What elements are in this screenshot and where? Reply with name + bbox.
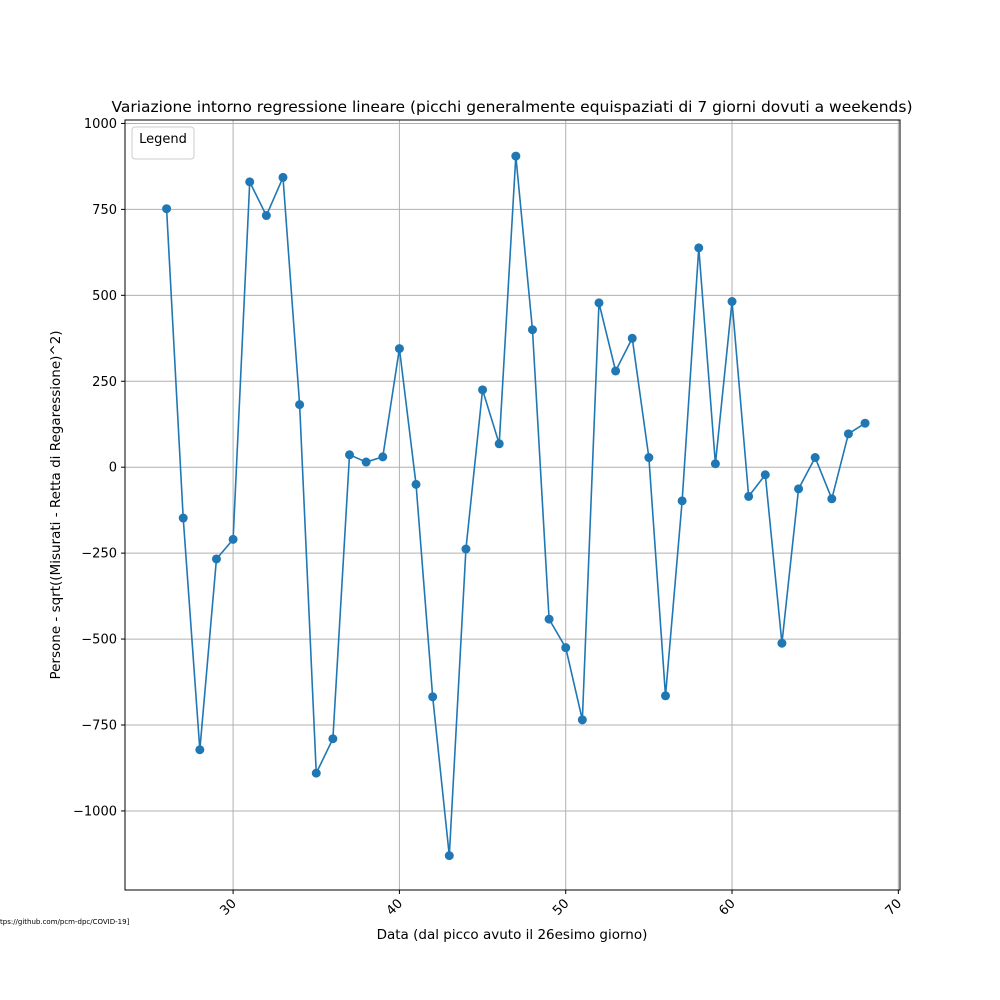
- series-line: [165, 155, 866, 857]
- data-point: [394, 344, 404, 354]
- x-tick-label: 40: [384, 896, 406, 918]
- x-tick-label: 60: [716, 896, 738, 918]
- data-point: [810, 453, 820, 463]
- data-point: [777, 638, 787, 648]
- y-axis-label: Persone - sqrt((Misurati - Retta di Rega…: [48, 330, 64, 679]
- plot-area-frame: [124, 119, 901, 891]
- data-point: [195, 745, 205, 755]
- data-point: [378, 452, 388, 462]
- x-axis-label: Data (dal picco avuto il 26esimo giorno): [377, 927, 648, 943]
- data-point: [627, 333, 637, 343]
- data-point: [478, 385, 488, 395]
- data-point: [461, 544, 471, 554]
- y-tick-label: 0: [109, 461, 117, 476]
- data-point: [577, 715, 587, 725]
- grid: [125, 120, 900, 890]
- y-tick-label: 250: [92, 375, 117, 390]
- y-tick-label: −1000: [73, 804, 117, 819]
- data-point: [245, 177, 255, 187]
- data-point: [428, 692, 438, 702]
- axes: 30 40 50 60 70 1000 750 500 250 0 −250 −500 −750 −100…: [73, 117, 905, 919]
- y-tick-label: 750: [92, 203, 117, 218]
- series-layer: [162, 151, 870, 861]
- data-point: [561, 643, 571, 653]
- data-point: [860, 418, 870, 428]
- data-point: [594, 298, 604, 308]
- data-point: [694, 243, 704, 253]
- data-point: [278, 172, 288, 182]
- data-point: [494, 439, 504, 449]
- data-point: [544, 614, 554, 624]
- data-point: [328, 734, 338, 744]
- data-point: [511, 151, 521, 161]
- data-point: [661, 691, 670, 701]
- data-point: [228, 534, 238, 544]
- data-point: [760, 470, 770, 480]
- y-tick-label: 500: [92, 289, 117, 304]
- data-point: [411, 479, 421, 489]
- y-tick-label: 1000: [84, 117, 117, 132]
- data-point: [744, 491, 754, 501]
- data-point: [361, 457, 371, 467]
- y-tick-label: −750: [81, 719, 117, 734]
- y-tick-label: −500: [81, 633, 117, 648]
- data-point: [261, 211, 271, 221]
- data-point: [727, 297, 737, 306]
- data-point: [162, 204, 172, 214]
- legend-box: [131, 126, 195, 160]
- data-point: [677, 496, 687, 506]
- data-point: [644, 453, 654, 463]
- data-point: [178, 513, 188, 523]
- data-point: [295, 400, 305, 410]
- source-note: tps://github.com/pcm-dpc/COVID-19]: [0, 918, 130, 926]
- legend: Legend: [131, 126, 195, 160]
- data-point: [527, 325, 537, 335]
- data-point: [345, 450, 355, 460]
- data-point: [311, 768, 321, 778]
- data-point: [211, 554, 221, 564]
- data-point: [794, 484, 804, 494]
- y-tick-label: −250: [81, 547, 117, 562]
- data-point: [843, 429, 853, 439]
- legend-title: Legend: [139, 132, 187, 147]
- x-tick-label: 70: [883, 896, 905, 918]
- data-point: [444, 851, 454, 861]
- data-point: [827, 494, 837, 504]
- data-point: [710, 459, 720, 469]
- x-tick-label: 50: [550, 896, 572, 918]
- data-point: [611, 366, 621, 376]
- x-tick-label: 30: [217, 896, 239, 918]
- chart-title: Variazione intorno regressione lineare (…: [111, 98, 912, 116]
